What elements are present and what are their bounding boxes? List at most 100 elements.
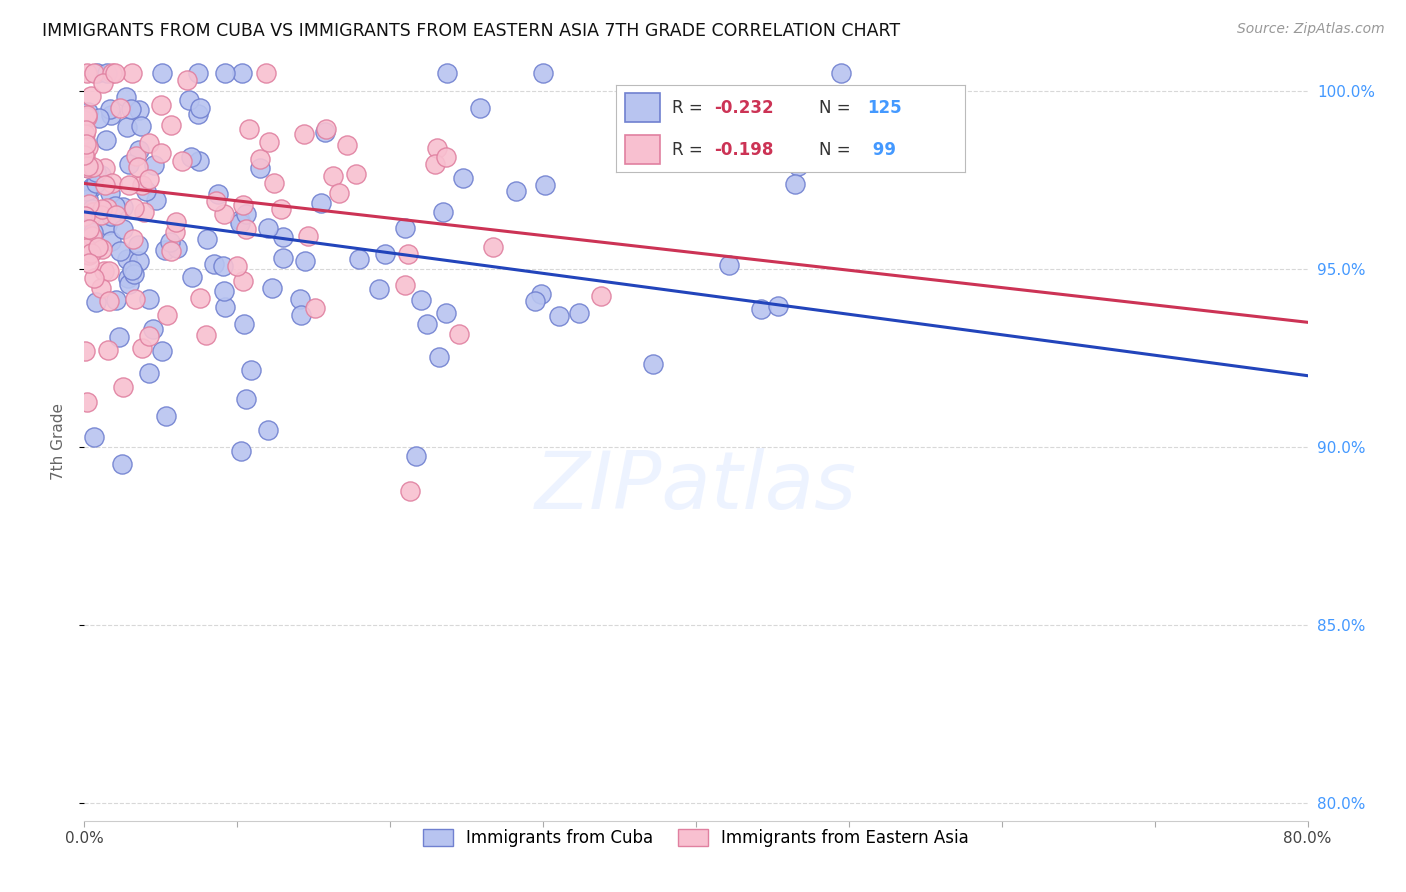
Point <box>73 238 96 252</box>
Point <box>524 294 547 309</box>
Point <box>214 300 236 314</box>
Point <box>180 150 202 164</box>
Point <box>90 168 112 182</box>
Point <box>292 127 315 141</box>
Point <box>86 241 108 255</box>
Point <box>94 133 117 147</box>
Point <box>73 113 96 128</box>
Point <box>187 107 209 121</box>
Point <box>131 178 153 193</box>
Point <box>271 252 294 266</box>
Point <box>90 209 112 223</box>
Point <box>229 213 252 227</box>
Point <box>73 160 96 174</box>
Point <box>100 235 122 249</box>
Point <box>187 66 209 80</box>
Point <box>75 137 97 152</box>
Point <box>77 140 100 154</box>
Point <box>104 208 127 222</box>
Point <box>166 215 188 229</box>
Point <box>297 228 319 243</box>
Point <box>149 98 172 112</box>
Text: ZIPatlas: ZIPatlas <box>534 448 858 526</box>
Point <box>530 286 553 301</box>
Point <box>368 282 391 296</box>
Point <box>257 221 280 235</box>
Point <box>434 150 457 164</box>
Point <box>111 380 134 394</box>
Point <box>534 178 557 192</box>
Point <box>76 108 98 122</box>
Point <box>212 207 235 221</box>
Point <box>423 157 446 171</box>
Point <box>270 202 292 216</box>
Point <box>112 222 135 236</box>
Point <box>374 247 396 261</box>
Point <box>127 161 149 175</box>
Point <box>77 192 100 206</box>
Point <box>100 209 122 223</box>
Point <box>83 66 105 80</box>
Point <box>254 66 277 80</box>
Point <box>409 293 432 308</box>
Point <box>77 159 100 173</box>
Point <box>76 222 98 236</box>
Point <box>91 77 114 91</box>
Point <box>83 271 105 285</box>
Point <box>75 123 97 137</box>
Point <box>128 254 150 268</box>
Point <box>212 259 235 273</box>
Point <box>91 202 114 216</box>
Point <box>132 205 155 219</box>
Point <box>101 66 124 80</box>
Point <box>73 217 96 231</box>
Point <box>150 66 173 80</box>
Point <box>138 292 160 306</box>
Point <box>82 205 104 219</box>
Point <box>121 262 143 277</box>
Point <box>229 216 252 230</box>
Point <box>117 270 139 285</box>
Point <box>166 241 188 255</box>
Point <box>89 112 111 126</box>
Point <box>568 306 591 320</box>
Point <box>347 252 370 266</box>
Point <box>432 205 454 219</box>
Point <box>79 199 101 213</box>
Point <box>591 289 613 303</box>
Point <box>232 274 254 288</box>
Point <box>82 160 104 174</box>
Point <box>97 343 120 357</box>
Point <box>188 101 211 115</box>
Point <box>427 350 450 364</box>
Point <box>138 136 160 150</box>
Point <box>263 176 285 190</box>
Point <box>98 102 121 116</box>
Point <box>160 118 183 132</box>
Point <box>142 322 165 336</box>
Point <box>176 72 198 87</box>
Point <box>294 253 316 268</box>
Point <box>235 222 257 236</box>
Point <box>77 256 100 270</box>
Point <box>273 229 295 244</box>
Point <box>128 143 150 157</box>
Point <box>399 483 422 498</box>
Point <box>235 207 257 221</box>
Point <box>249 153 271 167</box>
Point <box>177 93 200 107</box>
Point <box>547 309 569 323</box>
Point <box>290 293 312 307</box>
Point <box>80 202 103 216</box>
Point <box>304 301 326 315</box>
Point <box>138 328 160 343</box>
Point <box>153 243 176 257</box>
Point <box>111 200 134 214</box>
Point <box>76 66 98 80</box>
Point <box>232 198 254 212</box>
Point <box>749 301 772 316</box>
Point <box>122 232 145 246</box>
Point <box>77 161 100 175</box>
Point <box>142 158 165 172</box>
Point <box>73 247 96 261</box>
